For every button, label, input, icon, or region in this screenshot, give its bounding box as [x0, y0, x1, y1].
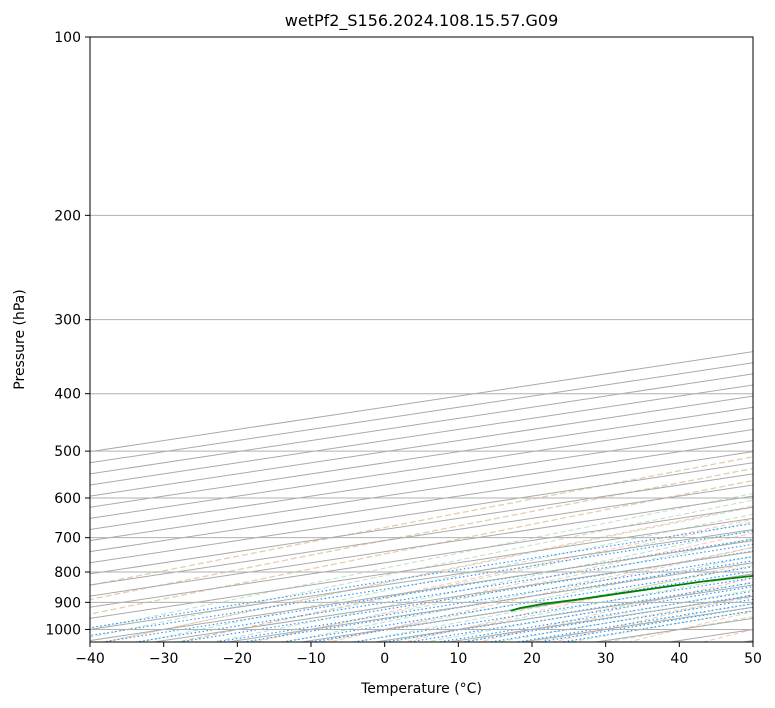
dry-adiabat — [402, 561, 753, 642]
isotherm — [90, 506, 753, 608]
isotherm — [90, 517, 753, 619]
isotherm — [90, 462, 753, 564]
mixing-ratio-line — [99, 538, 753, 642]
y-tick-label: 600 — [54, 491, 81, 507]
isotherm — [90, 484, 753, 586]
dry-adiabat-reference — [90, 479, 753, 615]
isotherm — [90, 451, 753, 553]
moist-adiabat — [281, 546, 753, 642]
isotherm — [90, 528, 753, 630]
mixing-ratio-line — [90, 530, 753, 637]
y-tick-label: 100 — [54, 30, 81, 46]
x-tick-label: 0 — [380, 651, 389, 667]
moist-adiabat — [174, 521, 753, 642]
moist-adiabat — [210, 529, 753, 642]
y-tick-label: 700 — [54, 531, 81, 547]
mixing-ratio-line — [349, 577, 753, 642]
x-tick-label: 50 — [744, 651, 762, 667]
chart-title: wetPf2_S156.2024.108.15.57.G09 — [285, 11, 559, 31]
y-axis-label: Pressure (hPa) — [12, 289, 28, 389]
plot-area: -100-90-80-70-60-50-40-30-20-100.10.20.4… — [90, 37, 753, 642]
dry-adiabat-reference — [90, 467, 753, 601]
y-tick-label: 900 — [54, 595, 81, 611]
x-tick-label: 20 — [523, 651, 541, 667]
y-tick-label: 300 — [54, 313, 81, 329]
moist-adiabat — [90, 492, 753, 630]
x-tick-label: 30 — [597, 651, 615, 667]
dry-adiabat — [252, 532, 753, 642]
x-axis-label: Temperature (°C) — [360, 681, 482, 697]
isotherm — [90, 540, 753, 642]
y-tick-label: 500 — [54, 444, 81, 460]
mixing-ratio-line — [405, 586, 753, 642]
y-tick-label: 400 — [54, 387, 81, 403]
moist-adiabat — [566, 609, 753, 642]
isotherm — [90, 495, 753, 597]
plot-frame — [89, 36, 754, 643]
moist-adiabat — [387, 573, 753, 642]
y-tick-label: 200 — [54, 208, 81, 224]
x-tick-label: −20 — [223, 651, 253, 667]
x-axis: −40 −30 −20 −10 0 10 20 30 40 50 — [75, 642, 762, 667]
mixing-ratio-line — [132, 543, 753, 642]
x-tick-label: 10 — [449, 651, 467, 667]
y-tick-label: 800 — [54, 565, 81, 581]
moist-adiabat — [530, 603, 753, 642]
y-tick-label: 1000 — [45, 622, 81, 638]
dry-adiabat — [476, 577, 753, 642]
y-axis: 100 200 300 400 500 600 700 800 900 1000 — [45, 30, 90, 638]
moist-adiabat — [458, 589, 753, 642]
mixing-ratio-line — [435, 590, 753, 642]
x-tick-label: 40 — [670, 651, 688, 667]
isotherm — [90, 473, 753, 575]
dry-adiabat — [103, 505, 753, 642]
dry-adiabat — [327, 546, 753, 642]
x-tick-label: −30 — [149, 651, 179, 667]
moist-adiabat — [352, 564, 753, 642]
x-tick-label: −40 — [75, 651, 105, 667]
x-tick-label: −10 — [296, 651, 326, 667]
